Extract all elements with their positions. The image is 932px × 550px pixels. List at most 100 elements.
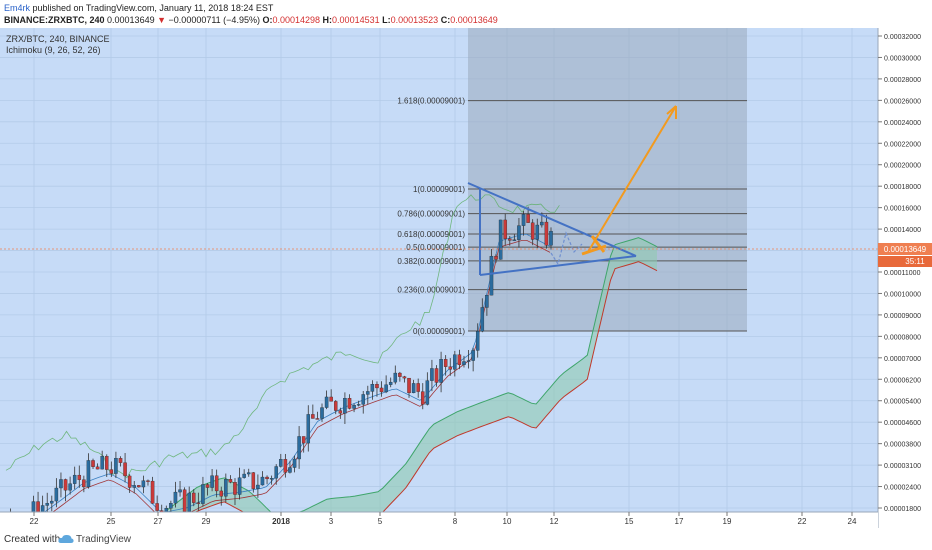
y-tick-label: 0.00014000 <box>884 227 921 234</box>
price-chart[interactable]: 1.618(0.00009001) 1(0.00009001) 0.786(0.00… <box>0 28 932 528</box>
candle-body <box>246 472 251 475</box>
last-price-box <box>878 243 932 255</box>
candle-body <box>72 474 77 484</box>
candle-body <box>512 239 517 241</box>
ohlc-line: BINANCE:ZRXBTC, 240 0.00013649 ▼ −0.0000… <box>4 15 498 25</box>
candle-body <box>196 502 201 504</box>
candle-body <box>324 396 329 408</box>
candle-body <box>315 418 320 420</box>
candle-body <box>187 492 191 512</box>
x-tick-label: 22 <box>798 517 807 526</box>
y-tick-label: 0.00030000 <box>884 55 921 62</box>
tradingview-cloud-icon <box>58 534 74 543</box>
chikou-span-line <box>5 194 560 479</box>
candle-body <box>173 491 178 504</box>
y-tick-label: 0.00004600 <box>884 420 921 427</box>
candle-body <box>388 381 393 385</box>
candle-body <box>59 479 63 489</box>
candle-body <box>407 377 411 394</box>
candle-body <box>471 350 475 361</box>
candle-body <box>178 489 182 493</box>
candle-body <box>526 214 530 223</box>
candle-body <box>517 225 521 240</box>
y-tick-label: 0.00006200 <box>884 377 921 384</box>
candle-body <box>251 472 256 489</box>
candle-body <box>127 475 132 488</box>
candle-body <box>265 476 269 480</box>
x-tick-label: 27 <box>154 517 163 526</box>
candle-body <box>485 294 489 308</box>
candle-body <box>155 503 159 511</box>
candle-body <box>530 222 535 240</box>
candle-body <box>421 391 425 405</box>
chart-header: Em4rk published on TradingView.com, Janu… <box>0 0 932 28</box>
x-tick-label: 8 <box>453 517 458 526</box>
candle-body <box>50 500 54 504</box>
fib-level-label: 0(0.00009001) <box>413 327 465 336</box>
candle-body <box>549 230 553 246</box>
candle-body <box>237 477 242 495</box>
candle-body <box>411 383 416 394</box>
candle-body <box>118 458 123 463</box>
candle-body <box>398 372 402 377</box>
x-tick-label: 29 <box>202 517 211 526</box>
y-tick-label: 0.00028000 <box>884 77 921 84</box>
x-tick-label: 5 <box>378 517 383 526</box>
candle-body <box>443 359 448 367</box>
y-tick-label: 0.00011000 <box>884 270 921 277</box>
countdown-box <box>878 256 932 267</box>
fib-level-label: 0.786(0.00009001) <box>397 210 465 219</box>
price-change: −0.00000711 (−4.95%) <box>168 15 260 25</box>
candle-body <box>480 307 485 332</box>
y-tick-label: 0.00016000 <box>884 206 921 213</box>
candle-body <box>214 475 219 492</box>
candle-body <box>256 484 260 489</box>
candle-body <box>228 479 233 483</box>
x-tick-label: 3 <box>329 517 334 526</box>
y-tick-label: 0.00026000 <box>884 98 921 105</box>
candle-body <box>320 407 324 419</box>
candle-body <box>384 384 388 393</box>
y-tick-label: 0.00010000 <box>884 291 921 298</box>
fib-level-label: 0.618(0.00009001) <box>397 230 465 239</box>
candle-body <box>448 366 452 370</box>
candle-body <box>370 384 375 392</box>
candle-body <box>146 480 150 482</box>
candle-body <box>544 221 549 246</box>
candle-body <box>503 219 507 239</box>
candle-body <box>311 414 315 419</box>
candle-body <box>457 354 462 365</box>
down-arrow-icon: ▼ <box>157 15 167 25</box>
candle-body <box>489 255 494 296</box>
x-tick-label: 25 <box>107 517 116 526</box>
candle-body <box>329 396 333 402</box>
author-link[interactable]: Em4rk <box>4 3 31 13</box>
legend-title: ZRX/BTC, 240, BINANCE <box>6 34 110 44</box>
y-tick-label: 0.00003800 <box>884 442 921 449</box>
x-tick-label: 2018 <box>272 517 290 526</box>
candle-body <box>269 478 274 480</box>
fib-level-label: 1.618(0.00009001) <box>397 97 465 106</box>
candle-body <box>343 398 347 414</box>
candle-body <box>274 466 278 479</box>
tradingview-brand[interactable]: TradingView <box>76 534 132 545</box>
triangle-upper-line <box>467 182 637 257</box>
candle-body <box>292 458 297 468</box>
y-tick-label: 0.00007000 <box>884 356 921 363</box>
publish-line: Em4rk published on TradingView.com, Janu… <box>4 3 273 13</box>
time-axis-panel <box>0 512 878 528</box>
candle-body <box>192 492 196 503</box>
y-tick-label: 0.00032000 <box>884 34 921 41</box>
candle-body <box>141 480 146 488</box>
candle-body <box>379 387 384 393</box>
x-tick-label: 17 <box>675 517 684 526</box>
projection-arrow-line <box>587 105 677 253</box>
candle-body <box>288 467 292 473</box>
candle-body <box>91 460 95 467</box>
x-tick-label: 15 <box>625 517 634 526</box>
y-tick-label: 0.00022000 <box>884 141 921 148</box>
candle-body <box>210 475 214 488</box>
y-tick-label: 0.00001800 <box>884 506 921 513</box>
x-tick-label: 12 <box>550 517 559 526</box>
last-price-value: 0.00013649 <box>884 245 927 254</box>
